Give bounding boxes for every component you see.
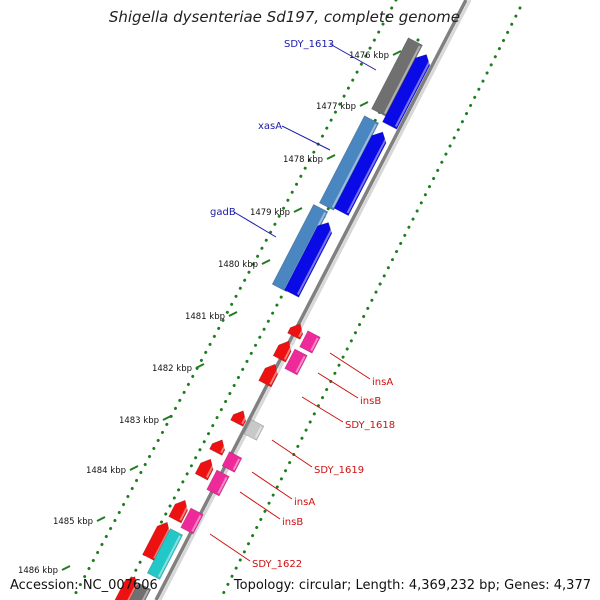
gene-blue-1 <box>382 54 432 130</box>
tick-mark <box>61 565 71 571</box>
gene-label: insB <box>360 396 381 407</box>
gene-red-3 <box>258 363 280 388</box>
gene-label: SDY_1619 <box>314 465 364 476</box>
tick-mark <box>129 465 139 471</box>
gene-labels: SDY_1613 xasA gadB insA insB SDY_1618 SDY_1619… <box>209 39 395 570</box>
gene-insb-2 <box>206 469 230 497</box>
outer-dotted-track <box>70 0 398 600</box>
tick-label: 1479 kbp <box>250 208 290 218</box>
tick-label: 1481 kbp <box>185 312 225 322</box>
backbone-edge <box>158 0 472 600</box>
label-leader <box>301 396 344 423</box>
tick-mark <box>392 50 402 56</box>
tick-mark <box>228 311 238 317</box>
gene-pink-extra <box>180 507 204 535</box>
label-leader <box>251 471 293 500</box>
inner-dotted-track <box>218 6 522 600</box>
gene-red-1 <box>287 323 305 340</box>
gene-sdy-1618 <box>243 419 265 441</box>
tick-mark <box>162 415 172 421</box>
gene-label: insB <box>282 517 303 528</box>
kbp-ticks: 1476 kbp 1477 kbp 1478 kbp 1479 kbp 1480 kbp… <box>18 50 402 576</box>
dotted-tracks <box>70 0 522 600</box>
gene-red-7 <box>168 499 190 524</box>
genome-summary: Topology: circular; Length: 4,369,232 bp… <box>233 578 591 593</box>
tick-label: 1485 kbp <box>53 517 93 527</box>
tick-mark <box>261 259 271 265</box>
tick-mark <box>195 363 205 369</box>
genome-backbone <box>154 0 472 600</box>
gene-insa-1 <box>299 330 321 354</box>
gene-label: insA <box>294 497 315 508</box>
tick-label: 1477 kbp <box>316 102 356 112</box>
gene-sdy-1622 <box>146 528 184 580</box>
tick-mark <box>96 516 106 522</box>
tick-mark <box>359 101 369 107</box>
tick-label: 1476 kbp <box>349 51 389 61</box>
gene-blue-3 <box>284 222 334 298</box>
mid-dotted-track <box>118 38 420 600</box>
label-leader <box>281 125 331 151</box>
gene-label: gadB <box>210 207 236 218</box>
gene-insa-2 <box>221 451 243 473</box>
tick-mark <box>326 154 336 160</box>
gene-features <box>114 37 432 600</box>
gene-red-2 <box>272 340 294 363</box>
tick-label: 1483 kbp <box>119 416 159 426</box>
tick-label: 1482 kbp <box>152 364 192 374</box>
gene-gray-end <box>128 582 152 600</box>
backbone-line <box>154 0 468 600</box>
label-leader <box>233 211 277 238</box>
label-leader <box>239 491 281 520</box>
gene-label: SDY_1613 <box>284 39 334 50</box>
gene-label: SDY_1618 <box>345 420 395 431</box>
tick-label: 1480 kbp <box>218 260 258 270</box>
tick-mark <box>293 207 303 213</box>
gene-label: insA <box>372 377 393 388</box>
gene-red-6 <box>194 458 216 481</box>
gene-red-4 <box>230 410 248 427</box>
gene-insb-1 <box>284 348 308 376</box>
label-leader <box>329 352 371 380</box>
map-title: Shigella dysenteriae Sd197, complete gen… <box>108 8 460 26</box>
label-leader <box>271 439 313 468</box>
gene-red-5 <box>209 439 227 456</box>
gene-blue-2 <box>333 131 388 217</box>
label-leader <box>209 533 251 562</box>
tick-label: 1478 kbp <box>283 155 323 165</box>
gene-label: SDY_1622 <box>252 559 302 570</box>
label-leader <box>329 43 377 71</box>
tick-label: 1484 kbp <box>86 466 126 476</box>
label-leader <box>317 372 359 399</box>
tick-label: 1486 kbp <box>18 566 58 576</box>
accession-label: Accession: NC_007606 <box>10 578 158 593</box>
gene-label: xasA <box>258 121 282 132</box>
